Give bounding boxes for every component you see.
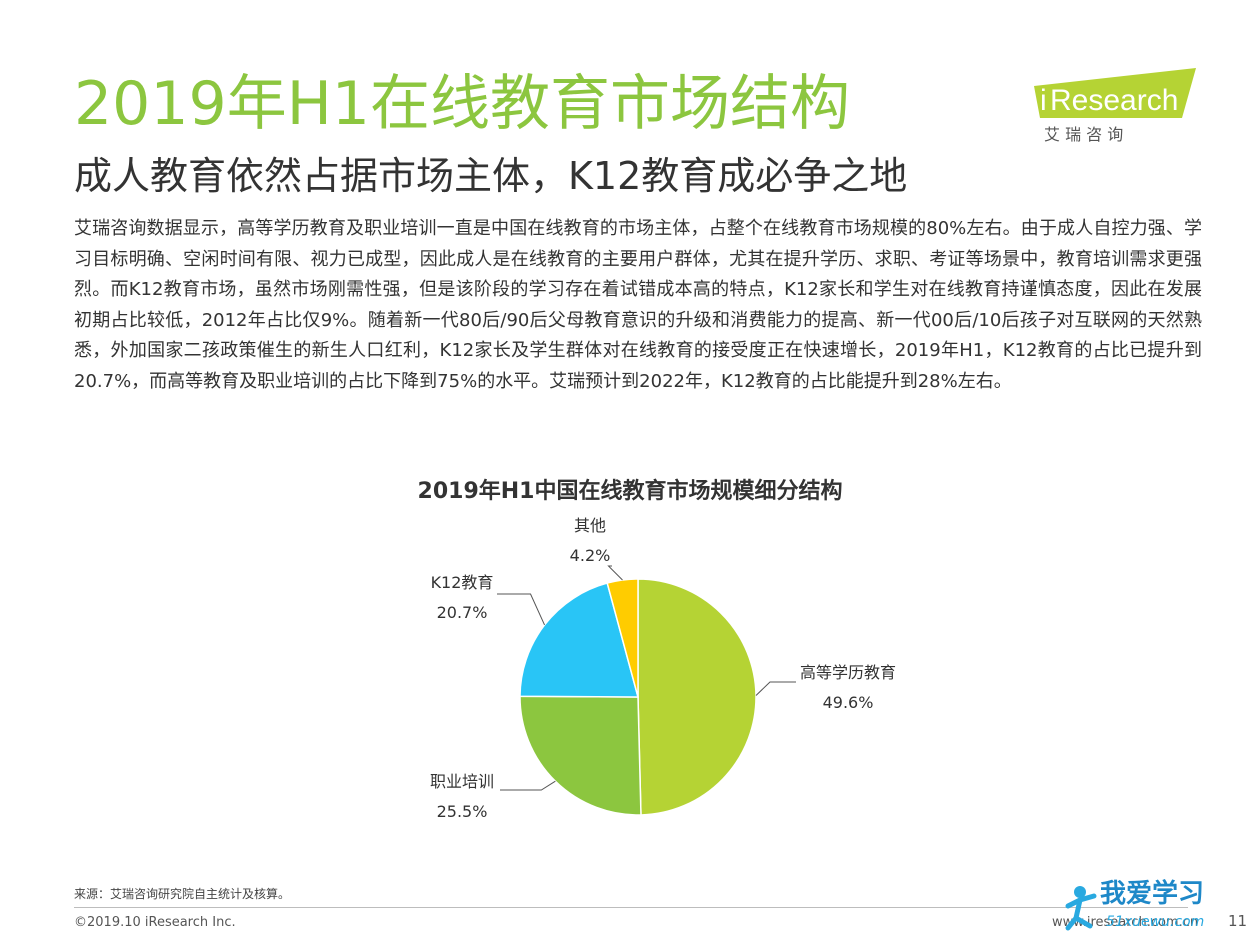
logo-chinese: 艾 瑞 咨 询	[1044, 125, 1123, 144]
footer-divider	[74, 907, 1188, 908]
pie-slice-1	[637, 578, 757, 816]
chart-title: 2019年H1中国在线教育市场规模细分结构	[417, 479, 843, 504]
slice-value-3: 20.7%	[437, 603, 488, 622]
pie-slice-2	[519, 695, 642, 816]
page-number: 11	[1228, 912, 1248, 930]
leader-line-2	[500, 780, 556, 791]
pie-slice-4	[606, 578, 639, 698]
leader-line-4	[607, 565, 623, 581]
watermark: 我爱学习 51xuewu.com	[1065, 878, 1204, 931]
slice-label-2: 职业培训	[430, 772, 494, 791]
watermark-figure-body	[1065, 893, 1097, 931]
logo-brand-i: i	[1040, 84, 1047, 117]
watermark-text: 我爱学习	[1100, 878, 1204, 909]
slice-value-2: 25.5%	[437, 802, 488, 821]
source-note: 来源：艾瑞咨询研究院自主统计及核算。	[74, 887, 291, 901]
logo-brand-rest: Research	[1050, 84, 1178, 117]
page-title: 2019年H1在线教育市场结构	[74, 69, 850, 139]
slice-label-1: 高等学历教育	[800, 663, 896, 682]
watermark-sub: 51xuewu.com	[1106, 914, 1204, 930]
slice-value-1: 49.6%	[823, 693, 874, 712]
slice-label-4: 其他	[574, 516, 606, 535]
watermark-figure-head	[1074, 886, 1086, 898]
iresearch-logo: i Research 艾 瑞 咨 询	[1034, 68, 1196, 144]
copyright: ©2019.10 iResearch Inc.	[74, 915, 236, 930]
body-paragraph: 艾瑞咨询数据显示，高等学历教育及职业培训一直是中国在线教育的市场主体，占整个在线…	[74, 218, 1202, 392]
slice-label-3: K12教育	[431, 573, 494, 592]
logo-banner	[1034, 68, 1196, 118]
pie-slice-3	[519, 582, 639, 698]
slice-value-4: 4.2%	[570, 546, 611, 565]
page-subtitle: 成人教育依然占据市场主体，K12教育成必争之地	[74, 154, 908, 198]
leader-line-3	[497, 593, 545, 626]
leader-line-1	[755, 681, 796, 696]
